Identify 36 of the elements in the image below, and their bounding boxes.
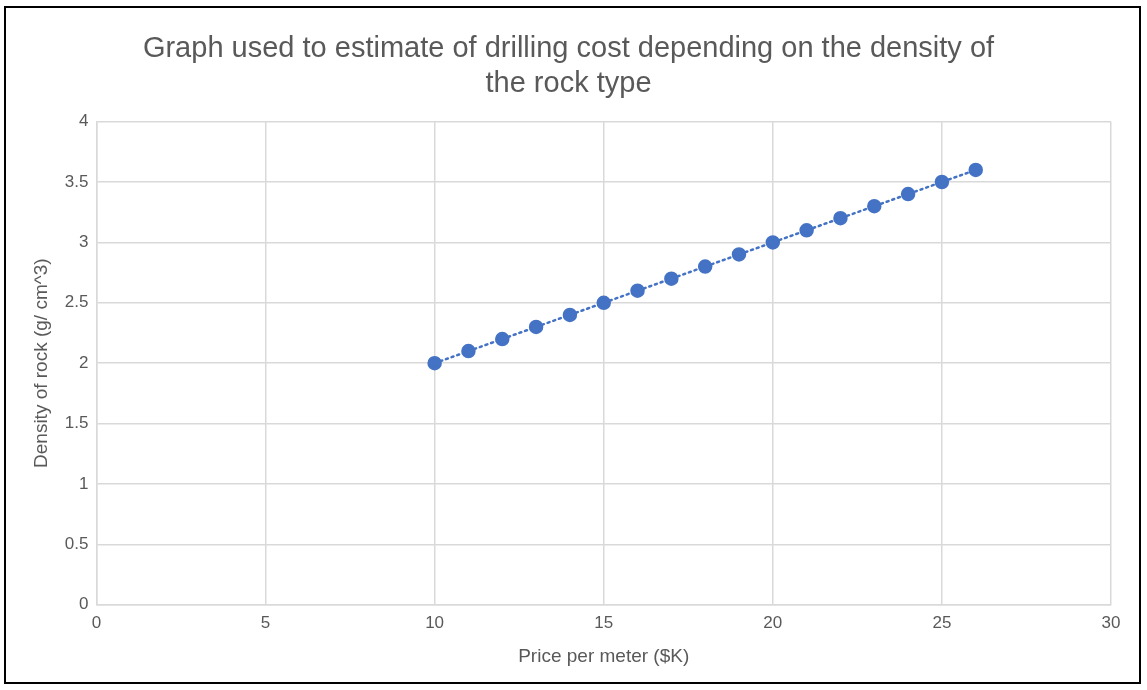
point <box>765 235 781 250</box>
point <box>934 174 950 190</box>
point <box>833 210 848 226</box>
x-tick-label: 30 <box>1101 612 1121 632</box>
x-tick-label: 25 <box>932 612 952 632</box>
chart-title: Graph used to estimate of drilling cost depending on the density of the rock type <box>142 31 996 99</box>
x-tick-label: 10 <box>425 612 445 632</box>
point <box>900 186 916 202</box>
x-tick-label: 0 <box>91 612 102 632</box>
point <box>596 295 611 311</box>
point <box>799 223 814 238</box>
y-tick-label: 1 <box>78 473 89 493</box>
point <box>630 283 645 298</box>
point <box>461 343 476 359</box>
y-tick-label: 0 <box>78 594 89 614</box>
y-tick-label: 3 <box>78 232 89 252</box>
x-axis-title: Price per meter ($K) <box>518 644 690 666</box>
y-tick-label: 1.5 <box>64 413 89 433</box>
y-tick-label: 2 <box>78 352 89 372</box>
point <box>731 247 747 262</box>
x-tick-label: 5 <box>260 612 271 632</box>
point <box>968 162 983 178</box>
point <box>495 331 510 347</box>
point <box>664 271 679 286</box>
y-tick-label: 2.5 <box>64 292 89 312</box>
x-tick-label: 15 <box>594 612 614 632</box>
point <box>562 307 578 323</box>
y-tick-label: 3.5 <box>64 171 89 191</box>
x-tick-label: 20 <box>763 612 783 632</box>
point <box>427 355 442 371</box>
point <box>697 259 713 274</box>
y-axis-title: Density of rock (g/ cm^3) <box>29 258 51 468</box>
point <box>867 198 882 214</box>
y-tick-label: 4 <box>78 111 89 131</box>
point <box>528 319 544 335</box>
y-tick-label: 0.5 <box>64 534 89 554</box>
